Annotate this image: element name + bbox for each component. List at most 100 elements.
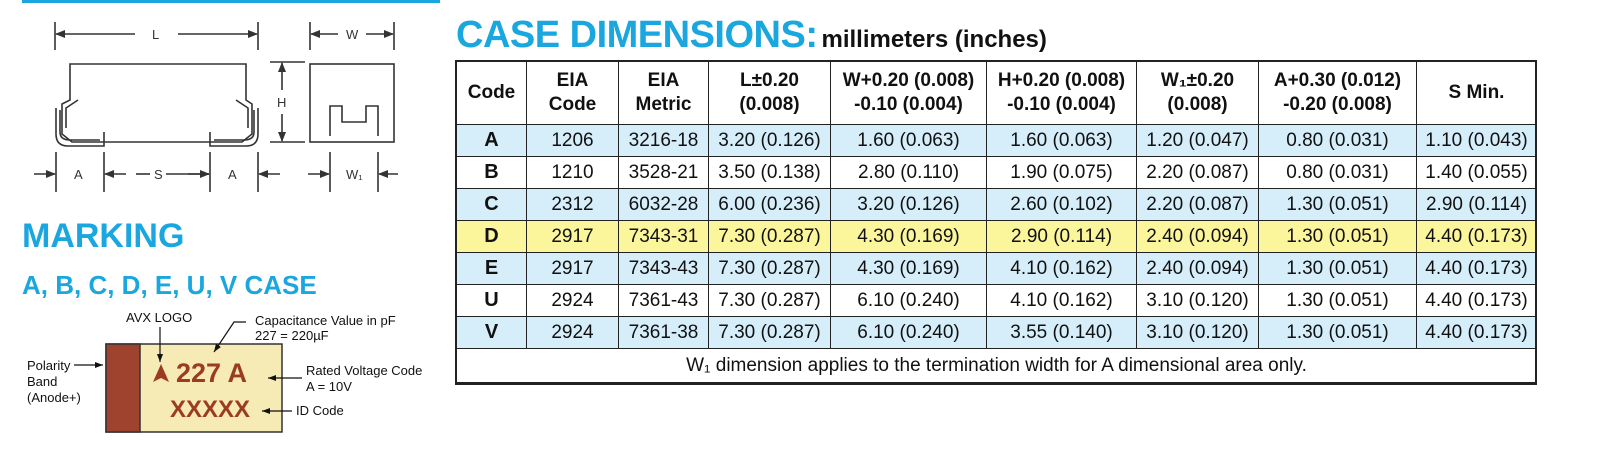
table-cell: 3.20 (0.126) [830,188,987,221]
table-row: E 2917 7343-43 7.30 (0.287) 4.30 (0.169) 4.10… [456,252,1537,285]
table-cell: 2917 [526,252,619,285]
col-header-w1: W₁±0.20 (0.008) [1136,61,1259,125]
col-header-code: Code [456,61,527,125]
table-cell: 1.60 (0.063) [986,124,1137,157]
table-cell: 4.40 (0.173) [1416,252,1537,285]
table-cell: 2.80 (0.110) [830,156,987,189]
table-cell: 6.10 (0.240) [830,284,987,317]
table-cell: 7.30 (0.287) [708,252,831,285]
table-cell: 4.10 (0.162) [986,284,1137,317]
table-cell: 6.00 (0.236) [708,188,831,221]
table-cell: 7343-31 [618,220,709,253]
marking-subtitle: A, B, C, D, E, U, V CASE [22,270,317,300]
marking-code-text: 227 A [176,358,248,388]
col-header-eia-metric: EIA Metric [618,61,709,125]
dim-label-W1: W₁ [346,167,363,182]
table-cell: 4.40 (0.173) [1416,284,1537,317]
polarity-band [105,343,141,433]
table-cell: 2.90 (0.114) [986,220,1137,253]
marking-drawing [74,321,302,433]
table-cell: 3.10 (0.120) [1136,284,1259,317]
table-cell-code: E [456,252,527,285]
table-row: B 1210 3528-21 3.50 (0.138) 2.80 (0.110) 1.90… [456,156,1537,189]
table-row: A 1206 3216-18 3.20 (0.126) 1.60 (0.063) 1.60… [456,124,1537,157]
case-dimensions-table: Code EIA Code EIA Metric L±0.20 (0.008) W+0… [456,61,1537,383]
table-cell-code: A [456,124,527,157]
table-cell: 0.80 (0.031) [1258,156,1417,189]
table-cell: 2.90 (0.114) [1416,188,1537,221]
table-cell: 0.80 (0.031) [1258,124,1417,157]
table-cell: 2.20 (0.087) [1136,156,1259,189]
table-cell: 2.60 (0.102) [986,188,1137,221]
table-cell: 2.20 (0.087) [1136,188,1259,221]
table-row: C 2312 6032-28 6.00 (0.236) 3.20 (0.126) 2.60… [456,188,1537,221]
table-cell: 6.10 (0.240) [830,316,987,349]
table-cell: 3216-18 [618,124,709,157]
table-row: D 2917 7343-31 7.30 (0.287) 4.30 (0.169) 2.90… [456,220,1537,253]
table-cell-code: D [456,220,527,253]
table-cell: 1206 [526,124,619,157]
table-cell: 2.40 (0.094) [1136,252,1259,285]
table-cell: 7343-43 [618,252,709,285]
table-cell: 3.50 (0.138) [708,156,831,189]
polarity-label-3: (Anode+) [27,390,81,405]
table-cell: 7.30 (0.287) [708,284,831,317]
dim-label-H: H [277,95,286,110]
case-dimension-drawing: L W H A S A W₁ [34,22,398,192]
table-header-row: Code EIA Code EIA Metric L±0.20 (0.008) W+0… [456,61,1537,125]
table-cell-code: B [456,156,527,189]
table-cell: 4.10 (0.162) [986,252,1137,285]
table-cell-code: V [456,316,527,349]
table-footnote-row: W₁ dimension applies to the termination … [456,348,1537,383]
polarity-label-2: Band [27,374,58,389]
table-cell: 2924 [526,316,619,349]
dim-label-L: L [152,27,159,42]
marking-id-text: XXXXX [170,396,251,423]
table-cell: 4.40 (0.173) [1416,220,1537,253]
polarity-label-1: Polarity [27,358,71,373]
table-cell: 7.30 (0.287) [708,220,831,253]
case-dimensions-title: CASE DIMENSIONS: millimeters (inches) [456,14,1047,57]
dim-label-A-left: A [74,167,83,182]
table-cell: 7361-38 [618,316,709,349]
table-cell: 1.30 (0.051) [1258,188,1417,221]
col-header-h: H+0.20 (0.008) -0.10 (0.004) [986,61,1137,125]
capacitance-example: 227 = 220µF [255,328,329,343]
voltage-label: Rated Voltage Code [306,363,423,378]
marking-title: MARKING [22,217,185,255]
table-cell: 2917 [526,220,619,253]
table-cell: 2924 [526,284,619,317]
table-cell: 1.30 (0.051) [1258,220,1417,253]
table-cell: 1210 [526,156,619,189]
dim-label-S: S [154,167,163,182]
table-cell: 3.10 (0.120) [1136,316,1259,349]
table-row: U 2924 7361-43 7.30 (0.287) 6.10 (0.240) 4.10… [456,284,1537,317]
table-cell: 7361-43 [618,284,709,317]
col-header-l: L±0.20 (0.008) [708,61,831,125]
table-cell: 1.30 (0.051) [1258,252,1417,285]
units-label: millimeters (inches) [821,26,1047,53]
table-cell-code: U [456,284,527,317]
dim-label-A-right: A [228,167,237,182]
table-cell: 1.90 (0.075) [986,156,1137,189]
table-cell: 3528-21 [618,156,709,189]
table-footnote: W₁ dimension applies to the termination … [456,348,1537,383]
case-dimensions-heading: CASE DIMENSIONS: [456,14,818,56]
top-rule [22,0,440,3]
table-cell: 1.40 (0.055) [1416,156,1537,189]
avx-logo-icon [153,364,169,382]
capacitance-label: Capacitance Value in pF [255,313,396,328]
table-cell: 7.30 (0.287) [708,316,831,349]
voltage-example: A = 10V [306,379,352,394]
table-cell: 1.20 (0.047) [1136,124,1259,157]
col-header-w: W+0.20 (0.008) -0.10 (0.004) [830,61,987,125]
avx-logo-label: AVX LOGO [126,310,193,325]
table-cell: 4.30 (0.169) [830,220,987,253]
table-cell: 1.30 (0.051) [1258,284,1417,317]
table-cell: 1.10 (0.043) [1416,124,1537,157]
table-row: V 2924 7361-38 7.30 (0.287) 6.10 (0.240) 3.55… [456,316,1537,349]
table-cell-code: C [456,188,527,221]
col-header-s-min: S Min. [1416,61,1537,125]
table-cell: 4.30 (0.169) [830,252,987,285]
table-cell: 2.40 (0.094) [1136,220,1259,253]
